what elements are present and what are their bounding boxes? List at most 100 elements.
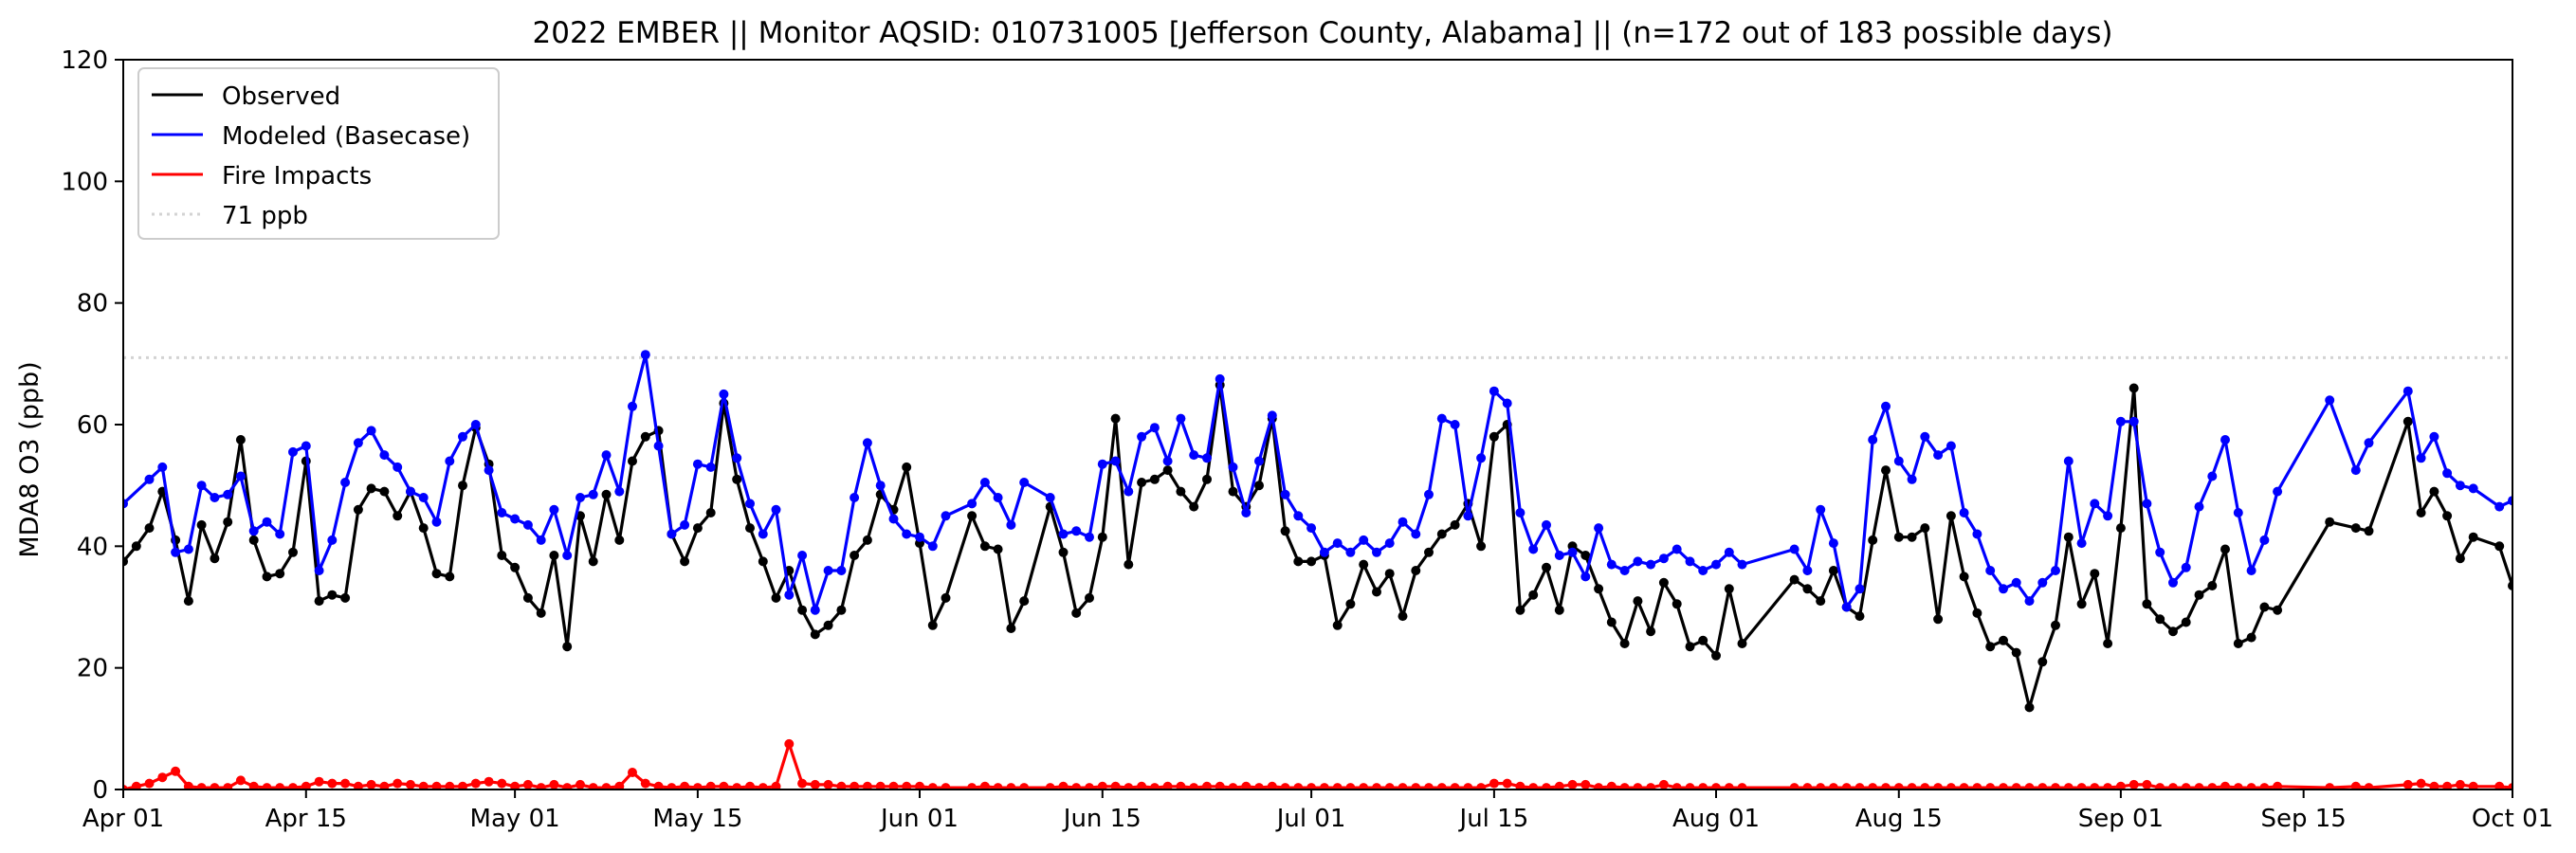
data-point-modeled-basecase [1646,560,1655,570]
data-point-modeled-basecase [889,515,899,524]
data-point-observed [1098,533,1107,542]
data-point-modeled-basecase [2403,387,2413,396]
data-point-modeled-basecase [445,457,454,466]
data-point-observed [2234,639,2243,648]
data-point-observed [1908,533,1917,542]
data-point-modeled-basecase [2247,566,2256,575]
legend-label-reference: 71 ppb [222,202,308,230]
data-point-modeled-basecase [2469,483,2478,493]
data-point-observed [693,523,703,533]
data-point-observed [1725,584,1734,593]
data-point-observed [2116,523,2126,533]
data-point-modeled-basecase [967,499,977,508]
x-tick-label: Jun 01 [879,805,959,833]
data-point-observed [2403,417,2413,426]
data-point-modeled-basecase [406,487,415,497]
data-point-modeled-basecase [667,530,676,539]
data-point-modeled-basecase [301,442,311,451]
data-point-observed [2064,533,2074,542]
data-point-fire-impacts [471,779,481,789]
data-point-modeled-basecase [1946,442,1956,451]
data-point-observed [2442,511,2452,520]
data-point-observed [2494,541,2504,551]
data-point-observed [902,463,911,472]
data-point-observed [132,541,141,551]
data-point-modeled-basecase [1802,566,1812,575]
data-point-observed [1607,618,1617,627]
data-point-observed [1802,584,1812,593]
data-point-modeled-basecase [1881,402,1891,411]
data-point-observed [1633,596,1642,606]
data-point-observed [419,523,429,533]
data-point-modeled-basecase [2103,511,2112,520]
data-point-fire-impacts [367,780,376,789]
data-point-modeled-basecase [2494,502,2504,512]
data-point-modeled-basecase [2182,563,2191,572]
data-point-modeled-basecase [236,472,246,481]
data-point-fire-impacts [393,779,402,789]
data-point-modeled-basecase [732,453,741,463]
data-point-modeled-basecase [2365,438,2374,447]
data-point-observed [2025,702,2035,712]
data-point-observed [1254,481,1264,490]
y-axis-label: MDA8 O3 (ppb) [15,361,45,557]
data-point-modeled-basecase [1411,530,1420,539]
data-point-modeled-basecase [772,505,781,515]
data-point-observed [2195,590,2204,600]
data-point-modeled-basecase [2025,596,2035,606]
data-point-modeled-basecase [315,566,324,575]
data-point-observed [1176,487,1185,497]
data-point-observed [1359,560,1368,570]
data-point-observed [745,523,755,533]
data-point-fire-impacts [327,779,337,789]
data-point-observed [2182,618,2191,627]
data-point-observed [2273,606,2282,615]
data-point-modeled-basecase [941,511,951,520]
data-point-modeled-basecase [275,530,284,539]
data-point-fire-impacts [2142,780,2151,789]
data-point-modeled-basecase [2051,566,2060,575]
data-point-observed [2351,523,2361,533]
data-point-observed [1672,599,1682,608]
data-point-modeled-basecase [1359,535,1368,545]
data-point-fire-impacts [811,780,820,789]
data-point-modeled-basecase [1137,432,1146,442]
data-point-modeled-basecase [1098,460,1107,469]
data-point-observed [1855,611,1865,621]
data-point-modeled-basecase [263,517,272,527]
data-point-modeled-basecase [706,463,716,472]
x-tick-label: May 15 [652,805,742,833]
data-point-observed [2037,657,2047,666]
data-point-observed [1659,578,1669,588]
data-point-observed [197,520,207,530]
data-point-observed [354,505,363,515]
data-point-fire-impacts [406,780,415,789]
data-point-observed [1738,639,1747,648]
data-point-modeled-basecase [2325,395,2334,405]
data-point-observed [2168,626,2178,636]
data-point-modeled-basecase [1829,538,1838,548]
data-point-observed [393,511,402,520]
data-point-modeled-basecase [1607,560,1617,570]
x-tick-label: Aug 01 [1672,805,1760,833]
data-point-modeled-basecase [863,438,872,447]
data-point-observed [1059,548,1069,557]
data-point-modeled-basecase [2195,502,2204,512]
data-point-fire-impacts [236,775,246,785]
data-point-observed [589,556,598,566]
data-point-observed [1868,535,1877,545]
data-point-modeled-basecase [1503,399,1512,408]
data-point-modeled-basecase [994,493,1003,502]
legend-label-observed: Observed [222,82,340,111]
data-point-modeled-basecase [680,520,689,530]
data-point-modeled-basecase [223,490,232,499]
data-point-modeled-basecase [2077,538,2087,548]
data-point-modeled-basecase [2155,548,2165,557]
x-tick-label: Oct 01 [2472,805,2553,833]
data-point-observed [1202,475,1212,484]
data-point-modeled-basecase [2129,417,2139,426]
data-point-modeled-basecase [2116,417,2126,426]
data-point-observed [327,590,337,600]
data-point-observed [1411,566,1420,575]
data-point-observed [1515,606,1525,615]
